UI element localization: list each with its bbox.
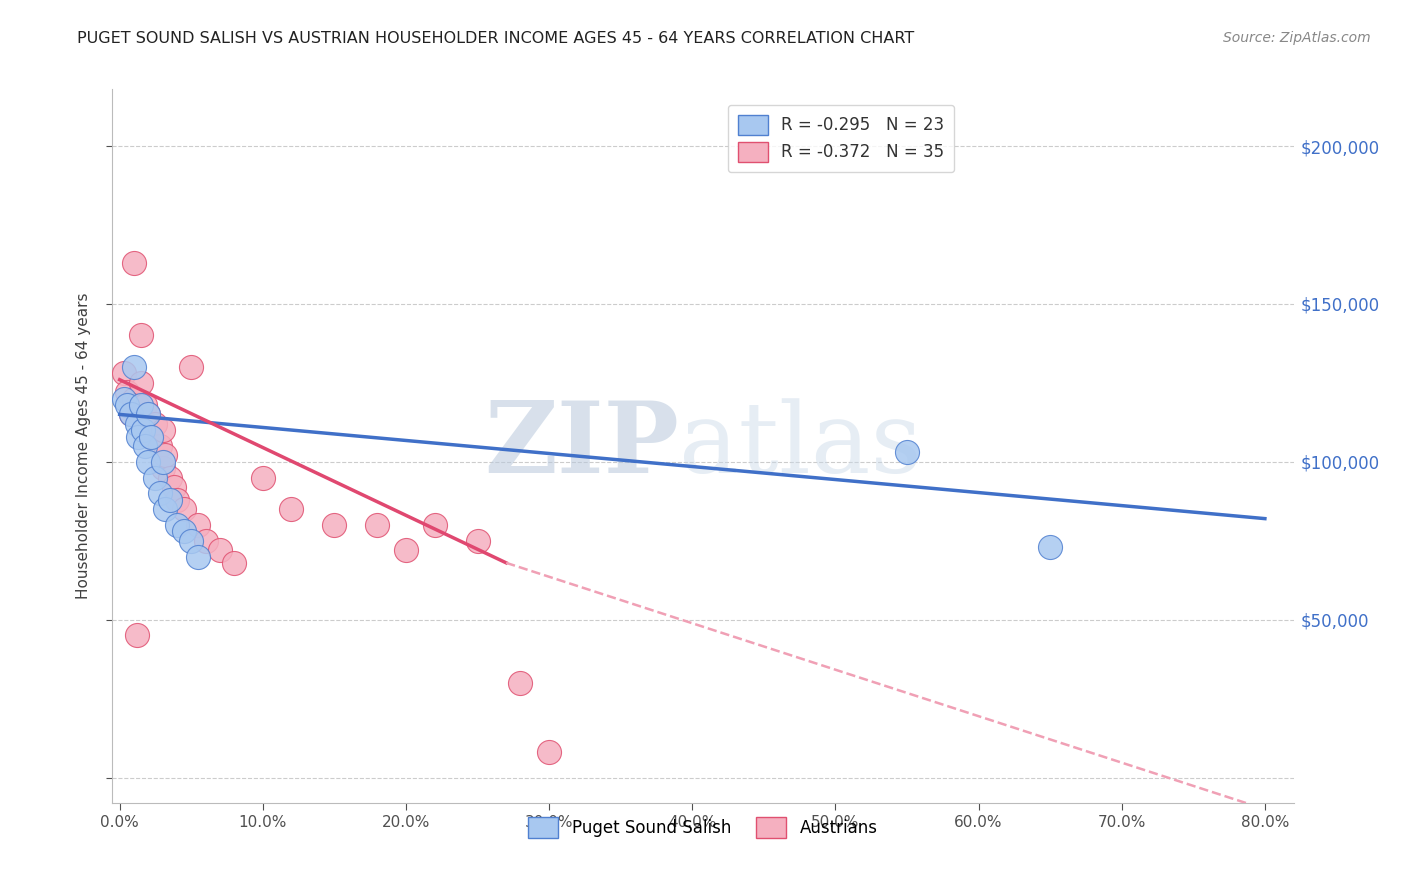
Point bbox=[180, 533, 202, 548]
Point bbox=[224, 556, 246, 570]
Point bbox=[173, 524, 195, 539]
Point bbox=[187, 517, 209, 532]
Point bbox=[395, 543, 418, 558]
Point bbox=[115, 385, 138, 400]
Point bbox=[120, 408, 142, 422]
Point bbox=[131, 423, 153, 437]
Point bbox=[125, 628, 148, 642]
Text: atlas: atlas bbox=[679, 398, 922, 494]
Point bbox=[122, 360, 145, 375]
Point bbox=[134, 439, 156, 453]
Legend: Puget Sound Salish, Austrians: Puget Sound Salish, Austrians bbox=[522, 811, 884, 845]
Point bbox=[159, 492, 181, 507]
Point bbox=[112, 367, 135, 381]
Point bbox=[115, 398, 138, 412]
Point bbox=[145, 417, 167, 431]
Point bbox=[180, 360, 202, 375]
Text: Source: ZipAtlas.com: Source: ZipAtlas.com bbox=[1223, 31, 1371, 45]
Point bbox=[896, 445, 918, 459]
Point bbox=[125, 417, 148, 431]
Point bbox=[149, 486, 172, 500]
Point bbox=[252, 470, 274, 484]
Point bbox=[125, 398, 148, 412]
Point bbox=[136, 455, 159, 469]
Point bbox=[323, 517, 346, 532]
Point bbox=[194, 533, 217, 548]
Point bbox=[152, 461, 174, 475]
Point bbox=[155, 449, 177, 463]
Point bbox=[136, 408, 159, 422]
Point bbox=[139, 429, 162, 443]
Point bbox=[155, 502, 177, 516]
Point bbox=[129, 398, 152, 412]
Text: ZIP: ZIP bbox=[485, 398, 679, 494]
Point bbox=[149, 439, 172, 453]
Point bbox=[467, 533, 489, 548]
Text: PUGET SOUND SALISH VS AUSTRIAN HOUSEHOLDER INCOME AGES 45 - 64 YEARS CORRELATION: PUGET SOUND SALISH VS AUSTRIAN HOUSEHOLD… bbox=[77, 31, 914, 46]
Point bbox=[139, 429, 162, 443]
Point bbox=[122, 392, 145, 406]
Point bbox=[187, 549, 209, 564]
Point bbox=[122, 256, 145, 270]
Point bbox=[280, 502, 302, 516]
Y-axis label: Householder Income Ages 45 - 64 years: Householder Income Ages 45 - 64 years bbox=[76, 293, 91, 599]
Point bbox=[136, 408, 159, 422]
Point bbox=[152, 423, 174, 437]
Point bbox=[366, 517, 388, 532]
Point bbox=[134, 398, 156, 412]
Point bbox=[112, 392, 135, 406]
Point bbox=[1039, 540, 1062, 554]
Point bbox=[166, 492, 188, 507]
Point bbox=[538, 745, 561, 759]
Point bbox=[120, 408, 142, 422]
Point bbox=[159, 470, 181, 484]
Point bbox=[127, 429, 149, 443]
Point bbox=[173, 502, 195, 516]
Point bbox=[152, 455, 174, 469]
Point bbox=[163, 480, 186, 494]
Point bbox=[145, 470, 167, 484]
Point bbox=[423, 517, 446, 532]
Point bbox=[509, 675, 531, 690]
Point bbox=[166, 517, 188, 532]
Point bbox=[208, 543, 231, 558]
Point bbox=[129, 376, 152, 390]
Point bbox=[129, 328, 152, 343]
